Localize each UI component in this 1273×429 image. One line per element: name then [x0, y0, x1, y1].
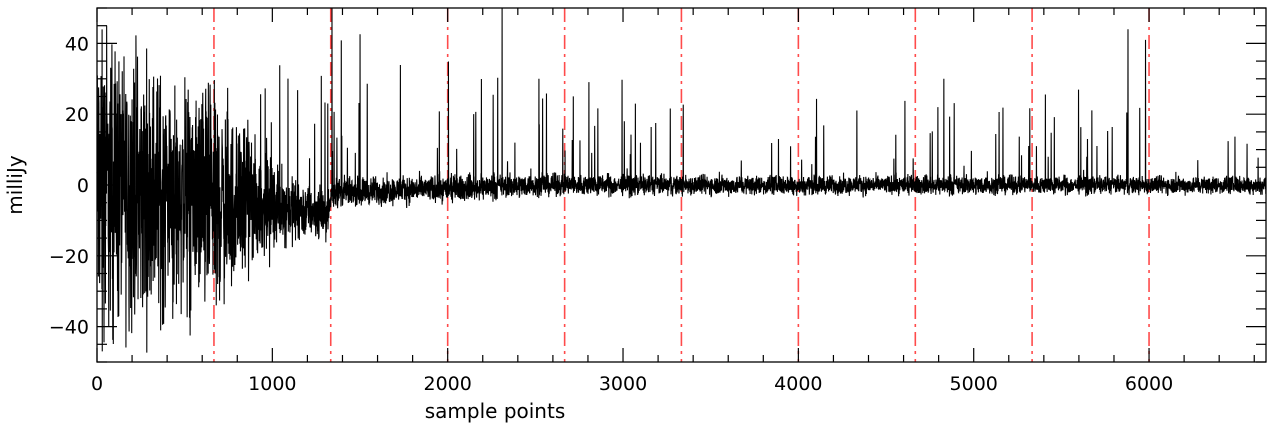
y-tick-label: 40: [65, 33, 89, 55]
y-tick-label: 0: [77, 175, 89, 197]
x-tick-labels: 0 1000 2000 3000 4000 5000 6000: [91, 373, 1173, 395]
vertical-markers: [213, 8, 1150, 362]
trace-layer: [96, 7, 1267, 353]
x-tick-label: 6000: [1125, 373, 1173, 395]
y-tick-label: −20: [49, 246, 89, 268]
x-tick-label: 5000: [950, 373, 998, 395]
x-tick-label: 1000: [248, 373, 296, 395]
axis-ticks: [96, 7, 1266, 363]
y-tick-label: 20: [65, 104, 89, 126]
signal-trace: [96, 7, 1267, 353]
x-tick-label: 3000: [599, 373, 647, 395]
x-axis-title: sample points: [425, 399, 566, 423]
y-tick-labels: −40 −20 0 20 40: [49, 33, 89, 338]
x-tick-label: 0: [91, 373, 103, 395]
x-tick-label: 2000: [424, 373, 472, 395]
x-tick-label: 4000: [774, 373, 822, 395]
y-axis-title: milliJy: [3, 155, 27, 215]
y-tick-label: −40: [49, 317, 89, 339]
